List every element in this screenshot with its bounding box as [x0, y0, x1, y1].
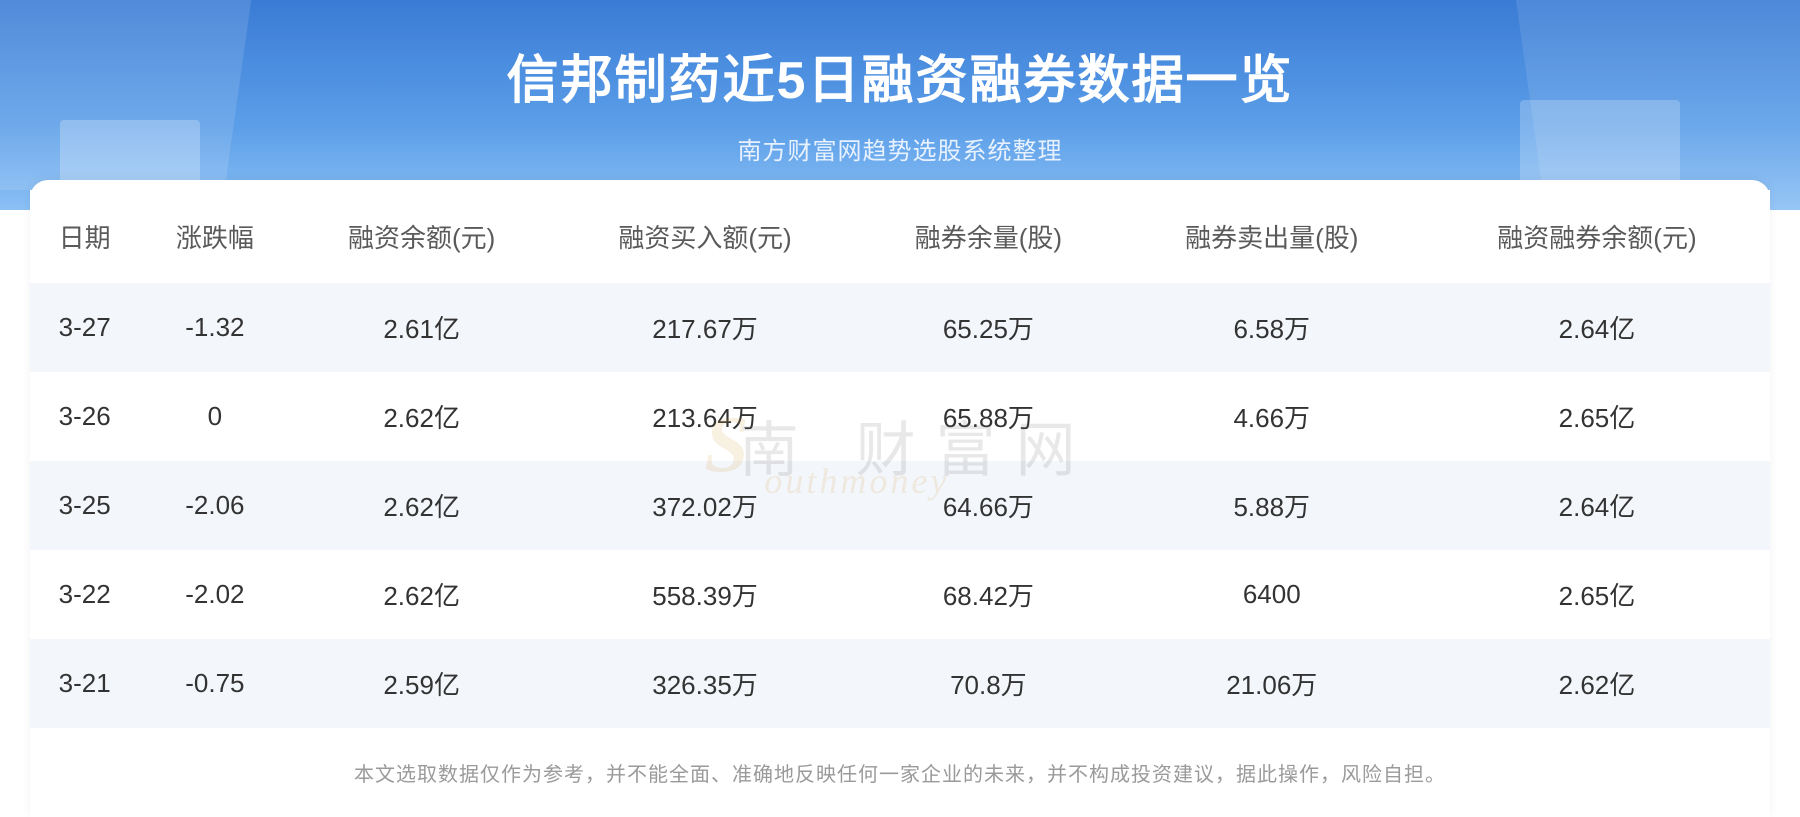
col-margin-balance: 融资余额(元)	[290, 190, 552, 283]
cell-short-balance: 70.8万	[857, 639, 1119, 728]
cell-margin-buy: 558.39万	[553, 550, 857, 639]
page-subtitle: 南方财富网趋势选股系统整理	[0, 131, 1800, 166]
table-row: 3-21 -0.75 2.59亿 326.35万 70.8万 21.06万 2.…	[30, 639, 1770, 728]
col-margin-buy: 融资买入额(元)	[553, 190, 857, 283]
cell-total-balance: 2.62亿	[1424, 639, 1770, 728]
table-row: 3-26 0 2.62亿 213.64万 65.88万 4.66万 2.65亿	[30, 372, 1770, 461]
cell-short-balance: 64.66万	[857, 461, 1119, 550]
table-row: 3-25 -2.06 2.62亿 372.02万 64.66万 5.88万 2.…	[30, 461, 1770, 550]
col-date: 日期	[30, 190, 139, 283]
cell-margin-balance: 2.59亿	[290, 639, 552, 728]
cell-total-balance: 2.65亿	[1424, 372, 1770, 461]
cell-change: 0	[139, 372, 290, 461]
cell-margin-balance: 2.62亿	[290, 372, 552, 461]
cell-margin-buy: 372.02万	[553, 461, 857, 550]
cell-change: -2.06	[139, 461, 290, 550]
cell-margin-buy: 326.35万	[553, 639, 857, 728]
cell-date: 3-22	[30, 550, 139, 639]
table-body: 3-27 -1.32 2.61亿 217.67万 65.25万 6.58万 2.…	[30, 283, 1770, 728]
cell-short-sell: 6.58万	[1120, 283, 1424, 372]
cell-margin-balance: 2.61亿	[290, 283, 552, 372]
cell-date: 3-27	[30, 283, 139, 372]
cell-date: 3-26	[30, 372, 139, 461]
table-row: 3-27 -1.32 2.61亿 217.67万 65.25万 6.58万 2.…	[30, 283, 1770, 372]
cell-change: -2.02	[139, 550, 290, 639]
cell-short-balance: 68.42万	[857, 550, 1119, 639]
table-header-row: 日期 涨跌幅 融资余额(元) 融资买入额(元) 融券余量(股) 融券卖出量(股)…	[30, 190, 1770, 283]
col-short-sell: 融券卖出量(股)	[1120, 190, 1424, 283]
cell-short-balance: 65.25万	[857, 283, 1119, 372]
cell-margin-buy: 217.67万	[553, 283, 857, 372]
cell-short-sell: 6400	[1120, 550, 1424, 639]
cell-total-balance: 2.64亿	[1424, 283, 1770, 372]
header-content: 信邦制药近5日融资融券数据一览 南方财富网趋势选股系统整理	[0, 0, 1800, 166]
cell-short-sell: 21.06万	[1120, 639, 1424, 728]
cell-short-sell: 5.88万	[1120, 461, 1424, 550]
cell-margin-balance: 2.62亿	[290, 550, 552, 639]
header-background: 信邦制药近5日融资融券数据一览 南方财富网趋势选股系统整理	[0, 0, 1800, 210]
cell-margin-balance: 2.62亿	[290, 461, 552, 550]
cell-date: 3-25	[30, 461, 139, 550]
cell-total-balance: 2.64亿	[1424, 461, 1770, 550]
cell-change: -0.75	[139, 639, 290, 728]
cell-short-sell: 4.66万	[1120, 372, 1424, 461]
col-total-balance: 融资融券余额(元)	[1424, 190, 1770, 283]
col-change-pct: 涨跌幅	[139, 190, 290, 283]
cell-change: -1.32	[139, 283, 290, 372]
col-short-balance: 融券余量(股)	[857, 190, 1119, 283]
cell-margin-buy: 213.64万	[553, 372, 857, 461]
margin-data-table: 日期 涨跌幅 融资余额(元) 融资买入额(元) 融券余量(股) 融券卖出量(股)…	[30, 190, 1770, 728]
disclaimer-text: 本文选取数据仅作为参考，并不能全面、准确地反映任何一家企业的未来，并不构成投资建…	[30, 728, 1770, 817]
table-row: 3-22 -2.02 2.62亿 558.39万 68.42万 6400 2.6…	[30, 550, 1770, 639]
cell-short-balance: 65.88万	[857, 372, 1119, 461]
page-title: 信邦制药近5日融资融券数据一览	[0, 0, 1800, 113]
table-card: 日期 涨跌幅 融资余额(元) 融资买入额(元) 融券余量(股) 融券卖出量(股)…	[30, 180, 1770, 817]
cell-date: 3-21	[30, 639, 139, 728]
cell-total-balance: 2.65亿	[1424, 550, 1770, 639]
